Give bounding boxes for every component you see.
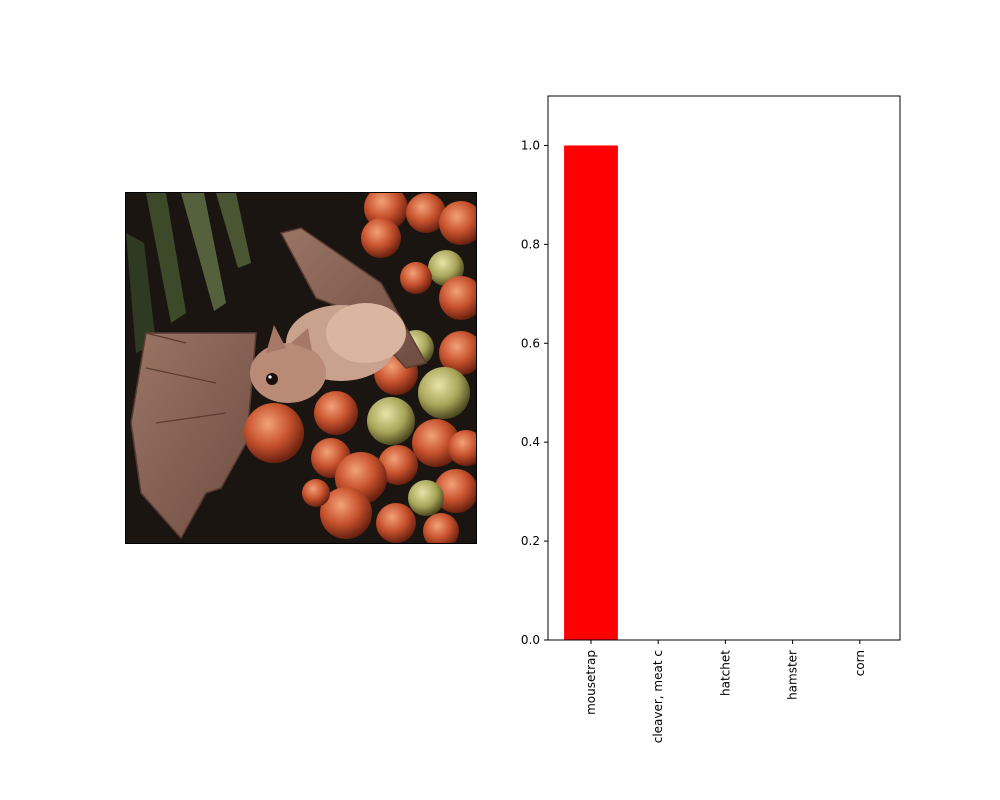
y-tick-label: 0.0 — [521, 633, 540, 647]
x-tick-label: corn — [853, 650, 867, 676]
y-tick-label: 1.0 — [521, 138, 540, 152]
x-tick-label: hatchet — [718, 650, 732, 696]
y-axis: 0.0 0.2 0.4 0.6 0.8 1.0 — [521, 138, 548, 647]
bat-photo-illustration — [126, 193, 476, 543]
y-tick-label: 0.4 — [521, 435, 540, 449]
y-tick-label: 0.6 — [521, 336, 540, 350]
axes-frame — [547, 95, 901, 641]
x-tick-label: hamster — [786, 650, 800, 700]
x-axis: mousetrap cleaver, meat c hatchet hamster co… — [584, 640, 867, 743]
y-tick-label: 0.2 — [521, 534, 540, 548]
bars-group — [564, 145, 618, 641]
x-tick-label: cleaver, meat c — [651, 650, 665, 743]
bat — [130, 227, 428, 540]
bar-mousetrap — [564, 145, 618, 641]
input-photo — [125, 192, 477, 544]
x-tick-label: mousetrap — [584, 650, 598, 715]
y-tick-label: 0.8 — [521, 237, 540, 251]
